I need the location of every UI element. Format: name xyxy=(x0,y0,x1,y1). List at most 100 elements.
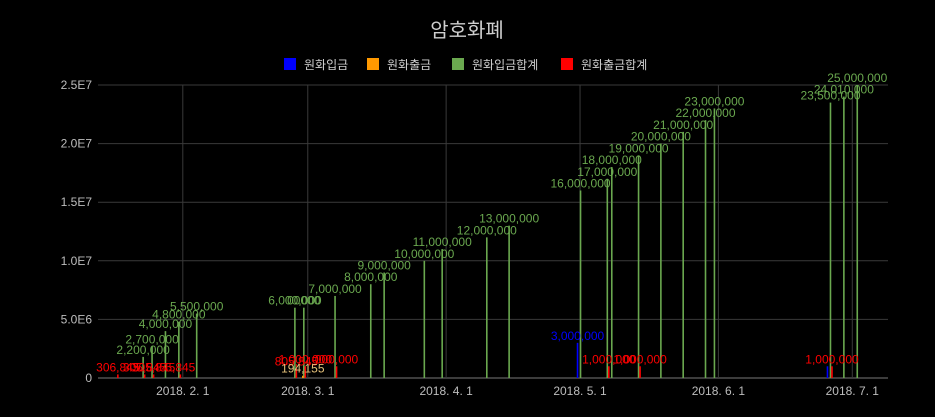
bar-mark xyxy=(302,375,304,378)
data-label: 11,000,000 xyxy=(413,235,472,249)
data-label: 20,000,000 xyxy=(631,130,691,144)
bar-mark xyxy=(682,131,684,378)
data-label: 4,800,000 xyxy=(152,308,206,322)
bar-mark xyxy=(303,307,305,378)
x-tick-label: 2018. 6. 1 xyxy=(692,384,746,398)
data-label: 2,700,000 xyxy=(125,332,179,346)
data-label: 194,155 xyxy=(281,362,325,376)
bar-mark xyxy=(486,237,488,378)
data-label: 305,845 xyxy=(123,360,167,374)
data-label: 2,200,000 xyxy=(116,343,170,357)
y-tick-label: 5.0E6 xyxy=(61,312,93,326)
bar-mark xyxy=(608,366,610,378)
data-label: 1,000,000 xyxy=(613,352,667,366)
data-label: 23,000,000 xyxy=(684,94,744,108)
x-tick-label: 2018. 4. 1 xyxy=(419,384,473,398)
data-label: 19,000,000 xyxy=(609,141,669,155)
data-label: 9,000,000 xyxy=(357,259,411,273)
bar-mark xyxy=(606,178,609,378)
data-label: 000,000 xyxy=(315,352,359,366)
data-label: 00000 xyxy=(287,294,321,308)
data-label: 1,000,000 xyxy=(805,352,859,366)
legend-swatch xyxy=(561,58,573,70)
bar-mark xyxy=(117,374,119,378)
x-tick-label: 2018. 3. 1 xyxy=(281,384,335,398)
legend-swatch xyxy=(284,58,296,70)
bar-mark xyxy=(610,167,613,378)
bar-mark xyxy=(579,190,582,378)
data-label: 17,000,000 xyxy=(577,165,637,179)
bar-mark xyxy=(660,143,662,378)
bar-mark xyxy=(713,108,716,378)
legend-label: 원화입금 xyxy=(304,58,348,72)
data-label: 13,000,000 xyxy=(479,212,539,226)
data-label: 305,845 xyxy=(132,360,176,374)
data-labels: 2,200,0002,700,0004,000,0004,800,0005,50… xyxy=(96,71,887,376)
legend: 원화입금 원화출금 원화입금합계 원화출금합계 xyxy=(284,58,647,72)
y-tick-label: 1.5E7 xyxy=(61,195,93,209)
data-label: 6,000,000 xyxy=(268,294,322,308)
legend-label: 원화출금 xyxy=(387,58,431,72)
bar-mark xyxy=(856,85,859,378)
bar-mark xyxy=(704,120,707,378)
bar-mark xyxy=(143,374,146,378)
x-tick-label: 2018. 2. 1 xyxy=(156,384,210,398)
data-label: 3,000,000 xyxy=(551,329,605,343)
data-label: 12,000,000 xyxy=(457,223,517,237)
data-label: 306,845 xyxy=(96,360,140,374)
bar-mark xyxy=(637,155,640,378)
bar-mark xyxy=(195,313,198,378)
chart-title: 암호화폐 xyxy=(430,18,504,42)
bar-mark xyxy=(369,284,372,378)
bar-mark xyxy=(295,368,298,378)
data-label: 7,000,000 xyxy=(308,282,362,296)
bar-mark xyxy=(164,331,167,378)
legend-swatch xyxy=(367,58,379,70)
data-label: 24,010,000 xyxy=(814,83,874,97)
bar-mark xyxy=(829,102,832,378)
legend-label: 원화출금합계 xyxy=(581,58,647,72)
y-tick-label: 2.0E7 xyxy=(61,137,93,151)
bar-mark xyxy=(152,374,155,378)
data-label: 21,000,000 xyxy=(653,118,713,132)
bar-mark xyxy=(576,342,579,378)
bar-mark xyxy=(423,260,426,378)
bar-mark xyxy=(831,366,833,378)
bar-mark xyxy=(335,366,338,378)
y-tick-label: 0 xyxy=(85,371,92,385)
data-label: 22,000,000 xyxy=(675,106,735,120)
bar-mark xyxy=(304,366,307,378)
bar-mark xyxy=(826,366,829,378)
y-tick-label: 1.0E7 xyxy=(61,254,93,268)
bar-mark xyxy=(334,295,336,378)
data-label: 16,000,000 xyxy=(551,176,611,190)
bar-mark xyxy=(142,356,144,378)
data-label: 18,000,000 xyxy=(582,153,642,167)
x-tick-label: 2018. 7. 1 xyxy=(826,384,880,398)
data-label: 805,845 xyxy=(275,355,319,369)
data-label: 10,000,000 xyxy=(394,247,454,261)
legend-label: 원화입금합계 xyxy=(472,58,538,72)
bar-mark xyxy=(383,272,385,378)
data-label: 8,000,000 xyxy=(344,270,398,284)
y-tick-label: 2.5E7 xyxy=(61,78,93,92)
bar-mark xyxy=(178,321,180,378)
data-label: 1,000,000 xyxy=(582,352,636,366)
bar-mark xyxy=(843,96,845,379)
bar-mark xyxy=(294,307,296,378)
bar-mark xyxy=(179,374,182,378)
data-label: 25,000,000 xyxy=(827,71,887,85)
bar-mark xyxy=(508,225,510,378)
bar-mark xyxy=(441,249,443,378)
chart-marks xyxy=(117,85,859,379)
x-tick-label: 2018. 5. 1 xyxy=(553,384,607,398)
chart-grid xyxy=(98,84,888,379)
data-label: 5,845 xyxy=(165,360,195,374)
legend-swatch xyxy=(452,58,464,70)
data-label: 23,500,000 xyxy=(800,89,860,103)
bar-mark xyxy=(151,346,153,378)
chart-axes: 0 5.0E6 1.0E7 1.5E7 2.0E7 2.5E7 2018. 2. 1 2018… xyxy=(61,78,880,398)
bar-mark xyxy=(639,366,641,378)
data-label: 4,000,000 xyxy=(139,317,193,331)
